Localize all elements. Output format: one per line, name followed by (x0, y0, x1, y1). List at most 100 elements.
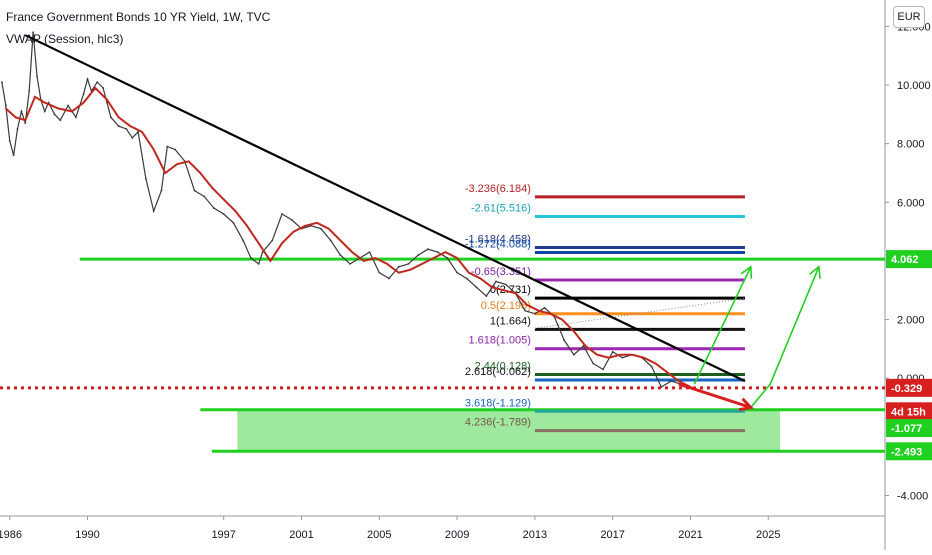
price-point (670, 380, 672, 383)
y-tick-label: 6.000 (897, 197, 925, 209)
bearish-arrow (678, 382, 752, 409)
price-badge-label: 4d 15h (891, 406, 926, 418)
price-badge (886, 250, 932, 269)
price-point (572, 353, 575, 356)
price-point (650, 365, 653, 368)
vwap-point (5, 107, 7, 110)
arrow-head (738, 397, 754, 412)
price-point (456, 271, 458, 274)
vwap-point (327, 227, 330, 230)
price-point (368, 251, 371, 254)
x-tick-label: 2009 (445, 529, 469, 541)
fib-level-label: 3.618(-1.129) (465, 397, 531, 409)
vwap-point (129, 125, 132, 127)
price-point (20, 110, 23, 113)
bullish-arrow (750, 266, 820, 409)
vwap-point (24, 119, 27, 122)
price-point (59, 119, 62, 122)
vwap-point (584, 345, 587, 347)
arrow-head (740, 265, 753, 279)
price-point (131, 136, 134, 139)
price-point (53, 113, 56, 116)
price-point (125, 128, 128, 130)
price-point (32, 31, 34, 34)
vwap-point (94, 87, 97, 89)
vwap-point (444, 251, 447, 253)
price-point (222, 213, 225, 215)
vwap-point (397, 271, 400, 274)
price-point (137, 131, 139, 133)
price-point (144, 177, 147, 180)
price-point (193, 189, 196, 192)
price-point (504, 283, 507, 286)
price-point (475, 286, 478, 289)
price-point (86, 78, 89, 81)
vwap-point (572, 330, 575, 333)
vwap-point (187, 160, 190, 163)
descending-trendline (24, 34, 746, 383)
y-tick-label: -4.000 (897, 490, 928, 502)
price-point (1, 81, 3, 83)
price-point (485, 295, 488, 298)
price-point (397, 265, 400, 268)
vwap-point (117, 116, 120, 119)
vwap-point (176, 163, 178, 165)
vwap-point (409, 268, 412, 271)
fib-level-label: -3.236(6.184) (465, 183, 531, 195)
vwap-point (246, 224, 248, 227)
price-point (102, 87, 104, 89)
price-point (339, 254, 342, 256)
x-tick-label: 2025 (756, 529, 780, 541)
currency-button[interactable]: EUR (893, 6, 925, 28)
price-point (152, 210, 155, 212)
price-point (611, 350, 614, 353)
price-point (349, 262, 352, 265)
vwap-point (43, 101, 46, 104)
price-point (74, 116, 77, 119)
vwap-point (549, 312, 552, 315)
price-point (8, 139, 11, 142)
price-point (109, 116, 112, 119)
price-badge (886, 442, 932, 461)
y-tick-label: 10.000 (897, 80, 931, 92)
x-tick-label: 1997 (211, 529, 235, 541)
indicator-legend[interactable]: VWAP (Session, hlc3) (6, 32, 124, 46)
price-point (563, 339, 565, 341)
vwap-point (199, 172, 202, 174)
price-point (242, 239, 245, 242)
price-point (28, 89, 31, 92)
fib-level-label: -1.272(4.088) (465, 238, 531, 250)
price-point (602, 368, 604, 371)
price-point (213, 207, 215, 210)
vwap-point (561, 318, 563, 321)
price-point (82, 92, 85, 95)
price-series-line (1, 32, 691, 388)
vwap-point (432, 257, 435, 259)
vwap-point (222, 198, 225, 201)
x-tick-label: 2017 (600, 529, 624, 541)
price-point (388, 277, 390, 280)
vwap-point (678, 380, 680, 382)
vwap-point (82, 101, 85, 104)
vwap-point (71, 110, 73, 113)
fib-level-label: -1.618(4.458) (465, 234, 531, 246)
vwap-point (14, 116, 17, 119)
vwap-series-line (5, 86, 691, 388)
vwap-point (152, 148, 155, 151)
price-point (281, 213, 283, 215)
price-point (96, 81, 99, 83)
price-point (271, 239, 274, 242)
vwap-point (351, 251, 353, 253)
vwap-point (304, 224, 307, 227)
x-tick-label: 2021 (678, 529, 702, 541)
price-point (4, 104, 7, 107)
price-point (543, 306, 546, 309)
vwap-point (164, 172, 167, 174)
fib-level-label: -2.61(5.516) (471, 202, 531, 214)
vwap-point (362, 260, 365, 262)
price-badge-label: 4.062 (891, 254, 919, 266)
x-tick-label: 2001 (289, 529, 313, 541)
fib-level-label: 2.44(0.128) (475, 360, 531, 372)
